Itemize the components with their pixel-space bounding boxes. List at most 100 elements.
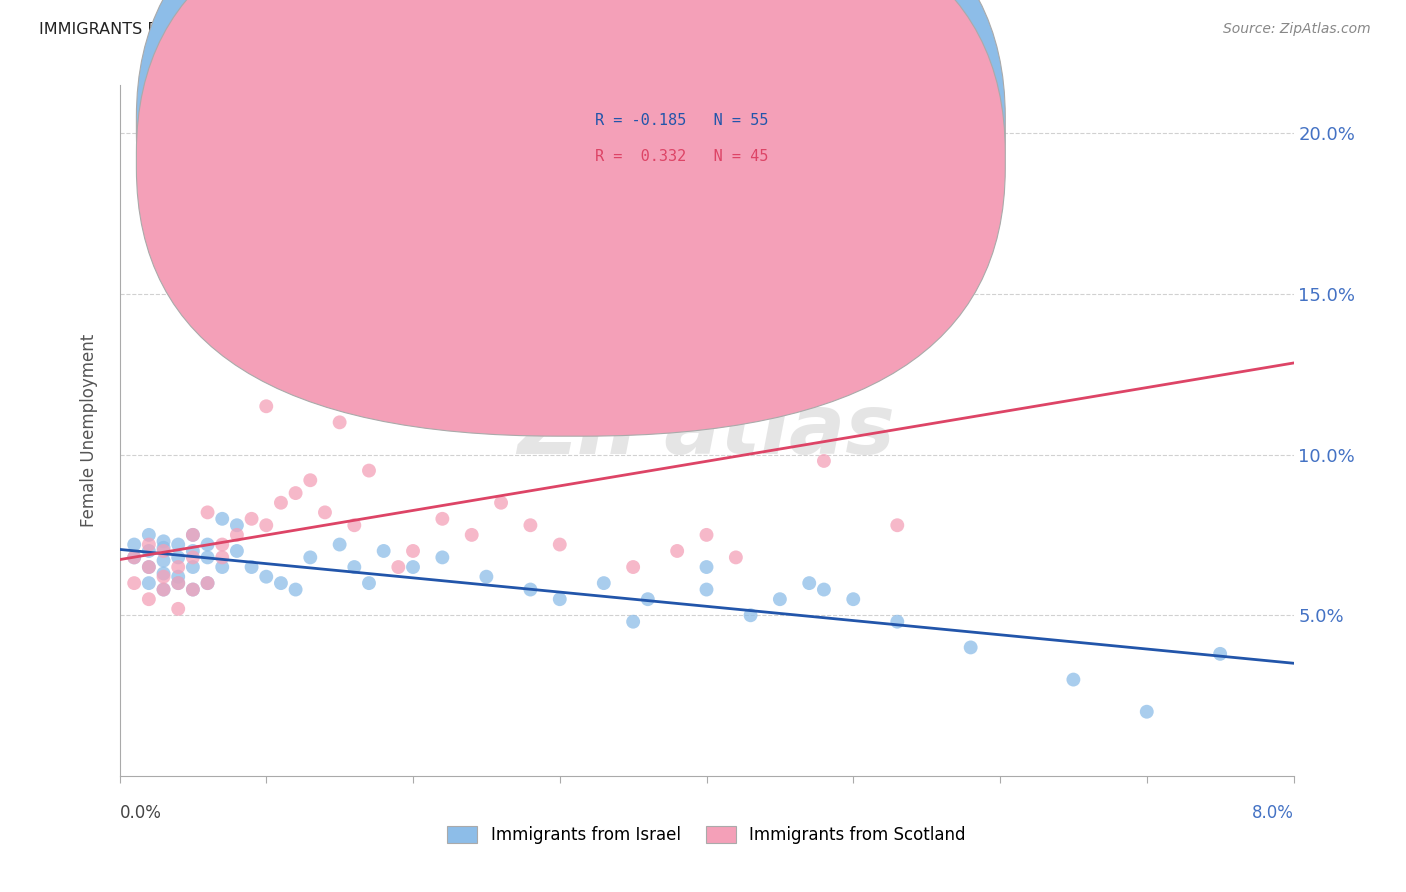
Point	[122, 550, 145, 565]
Point	[402, 560, 425, 574]
Point	[270, 576, 292, 591]
Point	[181, 528, 204, 542]
Point	[197, 537, 219, 551]
Point	[138, 544, 160, 558]
Point	[637, 592, 659, 607]
Point	[357, 576, 380, 591]
Point	[211, 537, 233, 551]
Point	[402, 544, 425, 558]
Point	[519, 518, 541, 533]
Point	[461, 528, 484, 542]
Point	[138, 576, 160, 591]
Text: 8.0%: 8.0%	[1251, 804, 1294, 822]
Point	[284, 486, 307, 500]
Point	[152, 566, 174, 581]
Point	[181, 582, 204, 597]
Point	[842, 190, 865, 204]
Point	[254, 399, 277, 413]
Point	[621, 560, 644, 574]
Point	[167, 570, 190, 584]
Point	[270, 496, 292, 510]
Point	[197, 505, 219, 519]
Point	[240, 560, 263, 574]
Point	[592, 576, 614, 591]
Point	[373, 544, 395, 558]
Point	[475, 570, 498, 584]
Point	[842, 592, 865, 607]
Point	[152, 544, 174, 558]
Point	[813, 582, 835, 597]
Point	[152, 582, 174, 597]
Point	[357, 464, 380, 478]
Point	[329, 537, 352, 551]
Text: R =  0.332   N = 45: R = 0.332 N = 45	[595, 149, 768, 163]
Point	[138, 537, 160, 551]
Point	[799, 576, 821, 591]
Point	[769, 592, 792, 607]
Point	[1209, 647, 1232, 661]
Point	[138, 560, 160, 574]
Text: IMMIGRANTS FROM ISRAEL VS IMMIGRANTS FROM SCOTLAND FEMALE UNEMPLOYMENT CORRELATI: IMMIGRANTS FROM ISRAEL VS IMMIGRANTS FRO…	[39, 22, 920, 37]
Point	[578, 254, 600, 268]
Point	[211, 560, 233, 574]
Point	[432, 550, 454, 565]
Point	[225, 544, 249, 558]
Point	[152, 570, 174, 584]
Point	[181, 582, 204, 597]
Point	[959, 640, 981, 655]
Point	[519, 582, 541, 597]
Text: 0.0%: 0.0%	[120, 804, 162, 822]
Point	[211, 512, 233, 526]
Point	[548, 592, 571, 607]
Point	[152, 553, 174, 567]
Text: R = -0.185   N = 55: R = -0.185 N = 55	[595, 113, 768, 128]
Point	[740, 608, 762, 623]
Point	[254, 518, 277, 533]
Point	[299, 473, 322, 487]
Point	[122, 550, 145, 565]
Point	[254, 570, 277, 584]
Point	[343, 560, 366, 574]
Point	[886, 615, 908, 629]
Point	[387, 560, 409, 574]
Point	[886, 518, 908, 533]
Text: Source: ZipAtlas.com: Source: ZipAtlas.com	[1223, 22, 1371, 37]
Legend: Immigrants from Israel, Immigrants from Scotland: Immigrants from Israel, Immigrants from …	[440, 819, 973, 851]
Point	[181, 560, 204, 574]
Point	[696, 560, 718, 574]
Point	[724, 550, 747, 565]
Point	[152, 582, 174, 597]
Point	[621, 615, 644, 629]
Point	[666, 544, 689, 558]
Point	[138, 592, 160, 607]
Point	[489, 496, 512, 510]
Point	[167, 602, 190, 616]
Point	[181, 550, 204, 565]
Point	[329, 415, 352, 429]
Point	[152, 534, 174, 549]
Point	[167, 560, 190, 574]
Point	[1136, 705, 1159, 719]
Point	[181, 544, 204, 558]
Point	[211, 550, 233, 565]
Point	[343, 518, 366, 533]
Point	[432, 512, 454, 526]
Point	[373, 383, 395, 397]
Point	[138, 560, 160, 574]
Point	[197, 576, 219, 591]
Point	[167, 550, 190, 565]
Point	[225, 518, 249, 533]
Point	[1062, 673, 1084, 687]
Point	[225, 528, 249, 542]
Point	[696, 528, 718, 542]
Point	[696, 582, 718, 597]
Point	[197, 576, 219, 591]
Point	[122, 537, 145, 551]
Point	[167, 576, 190, 591]
Point	[299, 550, 322, 565]
Point	[284, 582, 307, 597]
Point	[152, 541, 174, 555]
Point	[240, 512, 263, 526]
Point	[548, 537, 571, 551]
Point	[813, 454, 835, 468]
